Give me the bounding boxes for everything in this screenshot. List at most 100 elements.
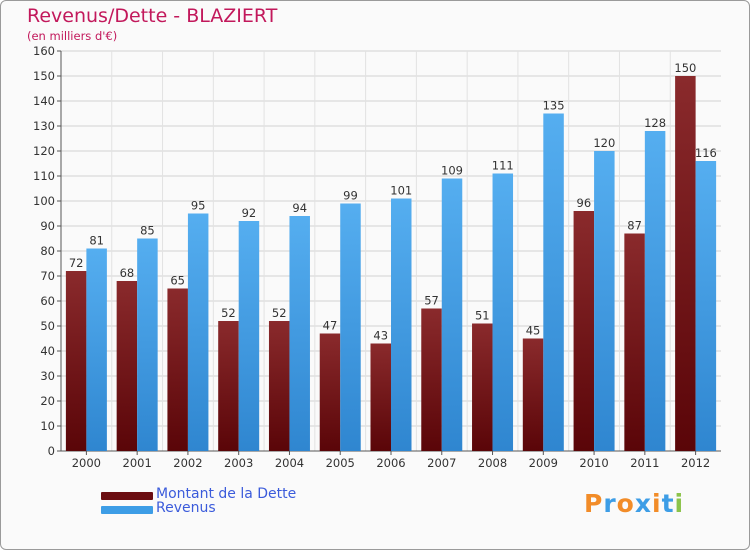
data-label: 52 [272,306,287,320]
bar-revenus [594,151,615,451]
logo-letter: o [616,489,635,518]
bar-dette [624,233,645,451]
data-label: 92 [242,206,257,220]
bar-dette [116,281,138,451]
legend-label-dette: Montant de la Dette [156,486,297,502]
y-tick-label: 40 [40,344,55,358]
y-tick-label: 90 [40,219,55,233]
data-label: 68 [120,266,135,280]
data-label: 111 [492,159,514,173]
data-label: 81 [89,234,104,248]
bar-dette [65,271,87,451]
x-tick-label: 2003 [224,456,253,470]
axis-layer: 0 10 20 30 40 50 60 70 80 90 100 110 120 130 140 150 160… [33,44,721,470]
y-tick-label: 160 [33,44,55,58]
logo-letter: i [674,489,685,518]
data-label: 65 [170,274,185,288]
data-label: 51 [475,309,490,323]
bar-revenus [238,221,260,451]
bar-dette [218,321,239,451]
bar-dette [472,323,493,451]
logo-letter: P [584,489,604,518]
y-tick-label: 140 [33,94,55,108]
bar-revenus [441,178,463,451]
bar-revenus [492,173,514,451]
legend-swatch-revenus [101,506,153,514]
chart-title: Revenus/Dette - BLAZIERT [27,5,278,27]
data-label: 94 [292,201,307,215]
data-label: 150 [674,61,696,75]
data-label: 47 [323,319,338,333]
bar-dette [319,333,341,451]
data-label: 120 [593,136,615,150]
bar-revenus [340,203,361,451]
x-tick-label: 2000 [72,456,101,470]
data-label: 85 [140,224,155,238]
bar-revenus [289,216,310,451]
y-tick-label: 10 [40,419,55,433]
y-tick-label: 120 [33,144,55,158]
x-tick-label: 2009 [529,456,558,470]
bar-dette [167,288,188,451]
bar-dette [675,76,696,451]
y-tick-label: 20 [40,394,55,408]
y-tick-label: 100 [33,194,55,208]
bar-dette [421,308,442,451]
x-tick-label: 2011 [630,456,659,470]
bar-layer [65,76,717,451]
bar-dette [370,343,391,451]
y-tick-label: 110 [33,169,55,183]
chart-subtitle: (en milliers d'€) [27,29,118,43]
data-label: 57 [424,294,439,308]
data-label: 101 [390,184,412,198]
x-tick-label: 2006 [376,456,405,470]
bar-dette [522,338,544,451]
bar-revenus [391,198,412,451]
y-tick-label: 60 [40,294,55,308]
y-tick-label: 30 [40,369,55,383]
logo-letter: r [603,489,617,518]
logo-letter: t [661,489,675,518]
x-tick-label: 2001 [123,456,152,470]
legend-swatch-dette [101,492,153,500]
legend-label-revenus: Revenus [156,500,216,516]
bar-revenus [86,248,107,451]
bar-dette [268,321,290,451]
x-tick-label: 2002 [173,456,202,470]
data-label: 116 [695,146,717,160]
data-label: 99 [343,189,358,203]
bar-revenus [644,131,666,451]
y-tick-label: 70 [40,269,55,283]
y-tick-label: 130 [33,119,55,133]
bar-dette [573,211,595,451]
logo-letter: x [634,489,652,518]
x-tick-label: 2012 [681,456,710,470]
y-tick-label: 150 [33,69,55,83]
x-tick-label: 2005 [326,456,355,470]
data-label: 95 [191,199,206,213]
x-tick-label: 2004 [275,456,304,470]
y-tick-label: 50 [40,319,55,333]
logo-letter: i [652,489,662,518]
y-tick-label: 80 [40,244,55,258]
data-label: 43 [373,329,388,343]
data-label: 52 [221,306,236,320]
data-label: 72 [69,256,84,270]
x-tick-label: 2007 [427,456,456,470]
data-label: 109 [441,164,463,178]
data-label: 87 [627,219,642,233]
x-tick-label: 2010 [579,456,608,470]
data-label: 45 [526,324,541,338]
bar-revenus [695,161,717,451]
y-tick-label: 0 [48,444,55,458]
x-tick-label: 2008 [478,456,507,470]
data-label: 96 [577,196,592,210]
bar-revenus [543,113,564,451]
data-label: 135 [543,99,565,113]
bar-revenus [137,238,158,451]
data-label: 128 [644,116,666,130]
proxiti-logo: Proxiti [584,489,684,518]
label-layer: 72 81 68 85 65 95 52 92 52 94 47 99 43 101 57 109 51 111 4… [69,61,717,343]
